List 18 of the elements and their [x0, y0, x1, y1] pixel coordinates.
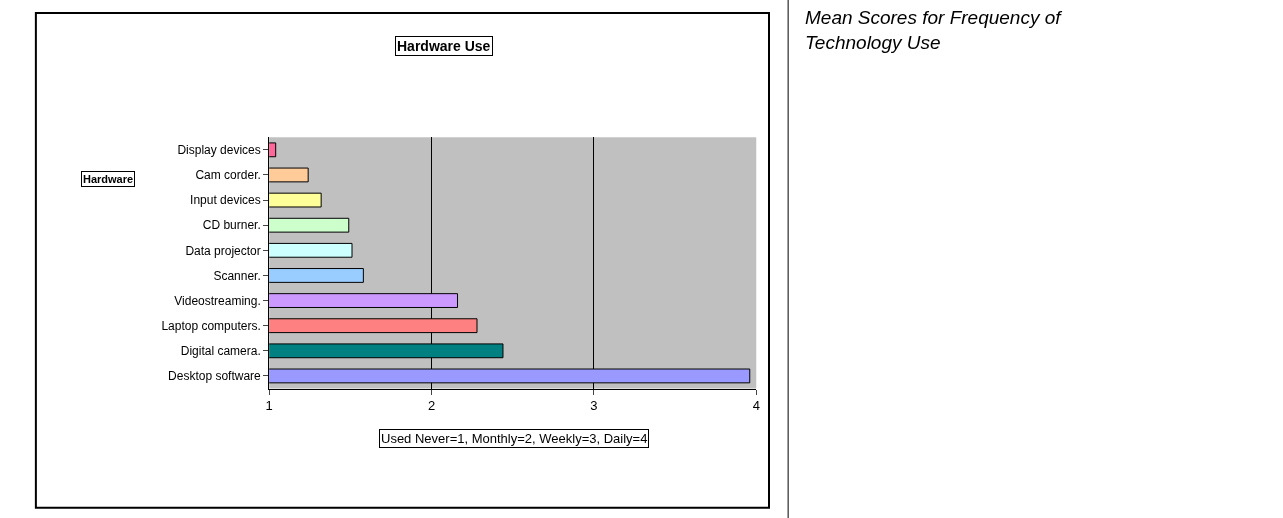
y-tick-label: Videostreaming. [174, 293, 261, 308]
y-tick-label: Data projector [185, 243, 261, 258]
y-tick-label: Input devices [190, 193, 261, 208]
y-tick-label: Desktop software [168, 369, 262, 384]
x-tick-label: 3 [590, 398, 598, 414]
y-tick-label: Laptop computers. [161, 318, 261, 333]
x-tick-label: 4 [752, 398, 760, 414]
y-tick-label: Scanner. [213, 268, 261, 283]
x-axis-title: Used Never=1, Monthly=2, Weekly=3, Daily=4 [381, 431, 648, 446]
y-tick-label: Display devices [177, 143, 261, 158]
y-tick-label: CD burner. [202, 218, 261, 233]
x-tick-label: 2 [427, 398, 436, 414]
text: Mean Scores for Frequency of Technology Use [805, 7, 1063, 53]
chart-title: Hardware Use [397, 38, 491, 54]
y-axis-title: Hardware [83, 173, 134, 185]
y-tick-label: Digital camera. [180, 344, 261, 359]
y-tick-label: Cam corder. [195, 168, 261, 183]
x-tick-label: 1 [265, 398, 273, 414]
